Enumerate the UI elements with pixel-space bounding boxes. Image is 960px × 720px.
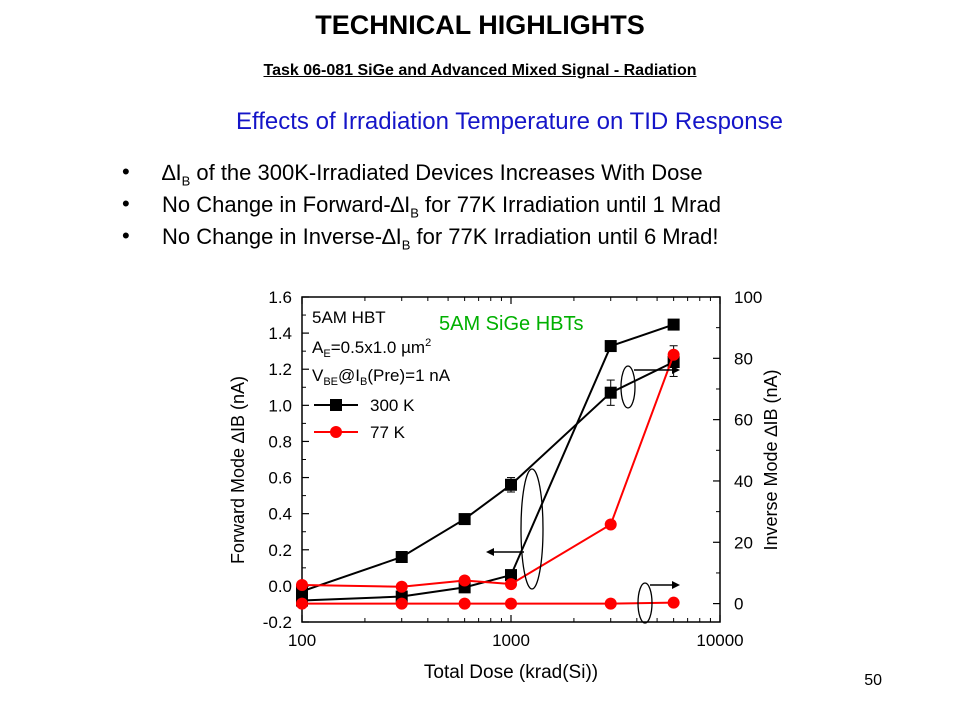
data-point <box>296 597 308 610</box>
data-point <box>395 580 408 593</box>
y-left-tick-label: 1.4 <box>268 324 292 343</box>
y-left-tick-label: 0.0 <box>268 577 292 596</box>
series-line <box>302 601 674 605</box>
data-point <box>458 513 471 526</box>
y-right-tick-label: 20 <box>734 533 753 552</box>
y-right-axis-label: Inverse Mode ∆IB (nA) <box>761 369 781 550</box>
chart-title: 5AM SiGe HBTs <box>439 313 583 335</box>
data-point <box>458 574 471 587</box>
data-point <box>505 578 517 591</box>
y-left-tick-label: 1.0 <box>268 396 292 415</box>
page-number: 50 <box>864 672 882 689</box>
data-point <box>667 596 680 609</box>
data-point <box>458 597 471 610</box>
data-point <box>667 348 680 361</box>
axis-indicator-ellipse <box>520 468 544 590</box>
y-left-axis-label: Forward Mode ∆IB (nA) <box>228 376 248 564</box>
x-tick-label: 1000 <box>492 631 530 650</box>
y-left-tick-label: 0.6 <box>268 469 292 488</box>
data-point <box>505 597 517 610</box>
data-point <box>296 578 308 591</box>
data-point <box>505 569 517 582</box>
data-point <box>604 518 617 531</box>
arrowhead <box>672 581 680 589</box>
x-tick-label: 10000 <box>696 631 743 650</box>
slide-subtitle: Task 06-081 SiGe and Advanced Mixed Sign… <box>263 62 697 79</box>
annotation-line: 5AM HBT <box>312 308 386 327</box>
data-point <box>667 318 680 331</box>
y-right-tick-label: 0 <box>734 595 743 614</box>
y-right-tick-label: 100 <box>734 288 762 307</box>
series-line <box>301 361 675 593</box>
data-point <box>395 597 408 610</box>
legend-marker <box>330 399 342 411</box>
section-heading: Effects of Irradiation Temperature on TI… <box>236 108 783 135</box>
data-point <box>604 340 617 353</box>
bullet-item: ∆IB of the 300K-Irradiated Devices Incre… <box>122 159 721 192</box>
annotation-line: AE=0.5x1.0 µm2 <box>312 337 431 360</box>
slide-title: TECHNICAL HIGHLIGHTS <box>315 10 645 40</box>
y-left-tick-label: -0.2 <box>263 613 292 632</box>
x-axis-label: Total Dose (krad(Si)) <box>424 662 598 683</box>
legend-marker <box>330 426 342 438</box>
arrowhead <box>672 366 680 374</box>
y-left-tick-label: 0.8 <box>268 432 292 451</box>
bullet-item: No Change in Inverse-∆IB for 77K Irradia… <box>122 223 721 256</box>
y-right-tick-label: 40 <box>734 472 753 491</box>
y-left-tick-label: 1.6 <box>268 288 292 307</box>
data-point <box>604 386 617 399</box>
bullet-list: ∆IB of the 300K-Irradiated Devices Incre… <box>122 159 721 256</box>
x-tick-label: 100 <box>288 631 316 650</box>
legend-label: 300 K <box>370 396 415 415</box>
arrowhead <box>486 548 494 556</box>
y-right-tick-label: 60 <box>734 411 753 430</box>
y-left-tick-label: 0.4 <box>268 505 292 524</box>
series-line <box>301 323 674 602</box>
axis-indicator-ellipse <box>620 365 636 409</box>
series-line <box>301 354 675 588</box>
y-left-tick-label: 1.2 <box>268 360 292 379</box>
annotation-line: VBE@IB(Pre)=1 nA <box>312 366 451 388</box>
data-point <box>604 597 617 610</box>
data-point <box>505 478 517 491</box>
y-left-tick-label: 0.2 <box>268 541 292 560</box>
legend-label: 77 K <box>370 423 406 442</box>
y-right-tick-label: 80 <box>734 349 753 368</box>
data-point <box>395 551 408 563</box>
axis-indicator-ellipse <box>637 582 653 624</box>
bullet-item: No Change in Forward-∆IB for 77K Irradia… <box>122 191 721 224</box>
